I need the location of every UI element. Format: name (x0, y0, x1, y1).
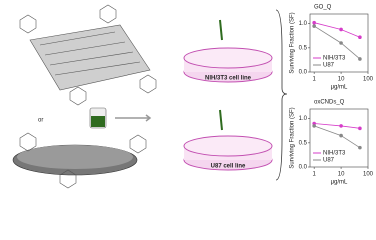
go-sheet (19, 4, 157, 106)
y-tick-label: 0.0 (299, 70, 308, 76)
data-point (312, 20, 316, 25)
arrow (115, 114, 152, 122)
or-label: or (38, 118, 43, 124)
data-point (358, 35, 362, 39)
beaker-liquid (91, 116, 105, 127)
x-axis-label: μg/mL (331, 85, 348, 91)
data-point (339, 27, 343, 32)
series-line (313, 25, 361, 60)
x-axis-label: μg/mL (331, 180, 348, 186)
bracket (275, 9, 288, 181)
cell-line-label: U87 cell line (211, 164, 246, 170)
y-tick-label: 0.5 (299, 45, 308, 51)
x-tick-label: 10 (338, 172, 345, 178)
data-point (339, 124, 343, 128)
y-axis-label: Surviving Fraction (SF) (290, 107, 296, 168)
legend-label: U87 (323, 63, 335, 69)
pipette (219, 19, 223, 131)
legend-label: NIH/3T3 (323, 56, 346, 62)
data-point (312, 24, 316, 28)
y-tick-label: 0.0 (299, 165, 308, 171)
x-tick-label: 1 (312, 172, 316, 178)
y-axis-label: Surviving Fraction (SF) (290, 12, 296, 73)
plot-frame (309, 13, 369, 73)
data-point (339, 133, 343, 138)
chart-title: oxCNDs_Q (314, 100, 345, 106)
cnd-sheet (12, 132, 147, 189)
cell-line-label: NIH/3T3 cell line (205, 76, 252, 82)
y-tick-label: 1.0 (299, 116, 308, 122)
petri-top (183, 47, 273, 83)
x-tick-label: 1 (312, 77, 316, 83)
x-tick-label: 10 (338, 77, 345, 83)
x-tick-label: 100 (363, 77, 374, 83)
legend-label: U87 (323, 158, 335, 164)
graphical-abstract: or NIH/3T3 cell line U87 cell line GO_Q S… (12, 4, 374, 189)
data-point (358, 145, 362, 150)
chart-title: GO_Q (314, 5, 332, 11)
series-line (314, 123, 360, 129)
x-tick-label: 100 (363, 172, 374, 178)
data-point (358, 126, 362, 131)
series-line (314, 125, 361, 149)
y-tick-label: 1.0 (299, 21, 308, 27)
data-point (358, 57, 362, 61)
data-point (312, 124, 316, 128)
data-point (339, 41, 343, 45)
plot-frame (309, 108, 369, 168)
petri-bottom (183, 135, 273, 171)
legend-label: NIH/3T3 (323, 151, 346, 157)
y-tick-label: 0.5 (299, 140, 308, 146)
